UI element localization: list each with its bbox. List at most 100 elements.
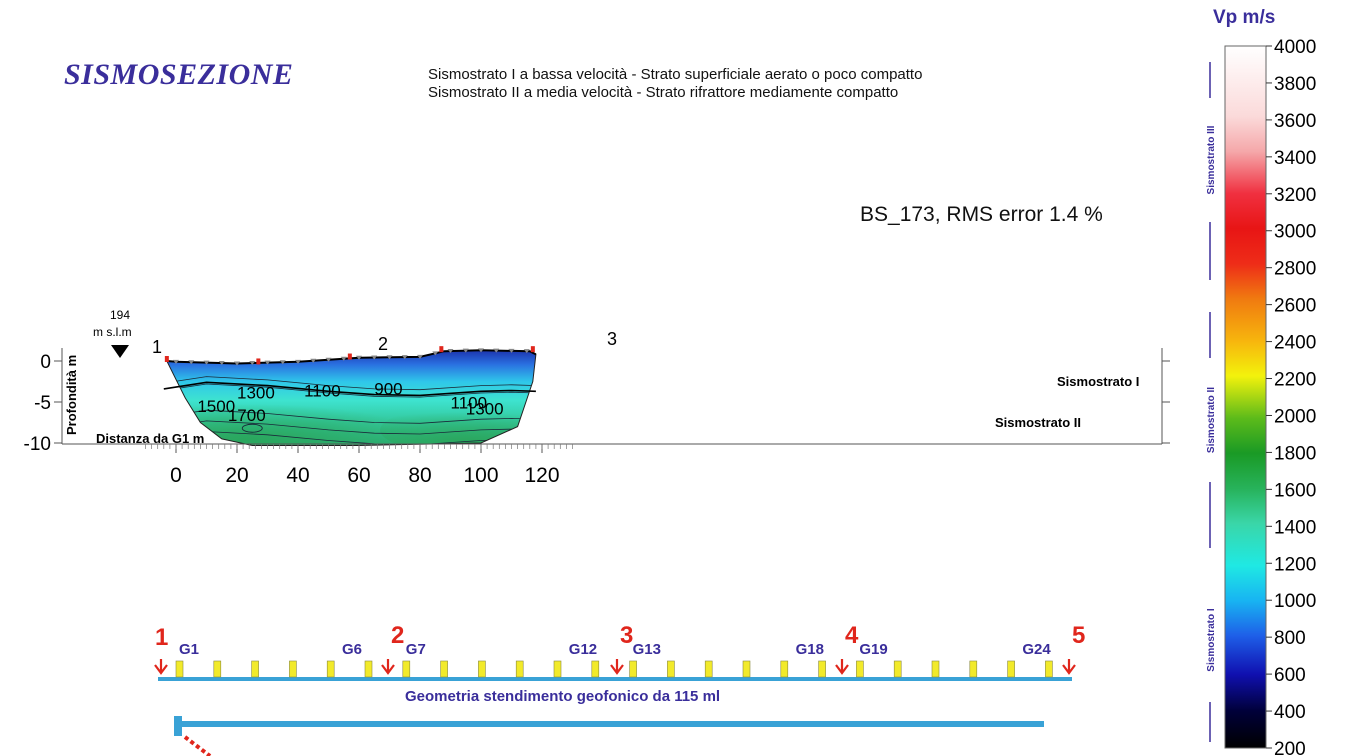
contour-label: 1300 [466, 399, 504, 418]
colorbar-tick-label: 3600 [1274, 111, 1316, 132]
colorbar-tick-label: 2000 [1274, 406, 1316, 427]
surface-shot-marker [347, 353, 352, 360]
surface-geophone-marker [523, 349, 530, 354]
geophone [704, 660, 713, 678]
geometry-shot-number: 1 [155, 624, 168, 651]
surface-shot-marker [530, 346, 535, 353]
colorbar-label: Vp m/s [1213, 7, 1275, 28]
geophone-label: G1 [179, 641, 199, 658]
colorbar-tick-label: 1800 [1274, 443, 1316, 464]
contour-line [166, 376, 536, 391]
colorbar-tick-label: 1600 [1274, 480, 1316, 501]
colorbar-tick-label: 3000 [1274, 222, 1316, 243]
section-shot-2: 2 [378, 334, 388, 354]
y-tick-label: -10 [24, 434, 51, 455]
geophone [629, 660, 637, 678]
contour-label: 1500 [197, 397, 235, 416]
geophone [893, 660, 902, 678]
contour-label: 1100 [304, 381, 341, 400]
legend-sismostrato-2: Sismostrato II a media velocità - Strato… [428, 84, 898, 101]
geophone-label: G18 [796, 641, 824, 658]
contour-label: 900 [374, 380, 402, 399]
x-tick-label: 0 [170, 464, 182, 487]
colorbar-tick-label: 3800 [1274, 74, 1316, 95]
rms-label: BS_173, RMS error 1.4 % [860, 203, 1103, 226]
colorbar-tick-label: 400 [1274, 702, 1306, 723]
geophone-label: G7 [406, 641, 426, 658]
surface-geophone-marker [279, 360, 286, 365]
surface-shot-marker [164, 356, 169, 362]
colorbar-tick-label: 2800 [1274, 259, 1316, 280]
colorbar: Vp m/s 4000 3800 3600 3400 3200 3000 2800 2600 2… [1206, 7, 1316, 756]
colorbar-tick-label: 800 [1274, 628, 1306, 649]
shot-arrow-icon [381, 659, 395, 675]
geophones [175, 660, 1053, 678]
colorbar-tick-label: 3400 [1274, 148, 1316, 169]
colorbar-tick-label: 2200 [1274, 370, 1316, 391]
legend-desc: - Strato superficiale aerato o poco comp… [631, 66, 923, 83]
geophone-label: G12 [569, 641, 597, 658]
surface-geophone-marker [218, 361, 225, 366]
shot-arrow-icon [610, 659, 624, 675]
geophone [213, 660, 222, 678]
layer-label-1: Sismostrato I [1057, 374, 1139, 389]
elevation-unit: m s.l.m [93, 325, 132, 339]
surface-geophone-marker [386, 355, 393, 360]
contour-line [166, 383, 536, 398]
surface-geophone-marker [325, 357, 332, 362]
x-tick-label: 120 [524, 464, 559, 487]
geophone [289, 660, 297, 678]
zone-label: Sismostrato III [1206, 125, 1217, 194]
surface-geophone-marker [447, 349, 454, 354]
colorbar-tick-label: 3200 [1274, 185, 1316, 206]
section-shot-3: 3 [607, 329, 617, 349]
geometry-shot-number: 3 [620, 622, 633, 649]
geophone [1007, 660, 1015, 678]
geophone [667, 660, 675, 678]
shot-arrow-icon [154, 659, 168, 675]
surface-geophone-marker [356, 355, 362, 360]
geophone [931, 660, 940, 678]
y-tick-label: -5 [34, 393, 51, 414]
surface-geophone-marker [340, 356, 347, 361]
geophone [818, 660, 826, 678]
geophone [478, 660, 486, 678]
geophone [742, 660, 751, 678]
surface-geophone-marker [493, 348, 500, 353]
geometry-diagram: G1 G6 G7 G12 G13 G18 G19 G24 1 2 3 4 5 Geometria st… [154, 622, 1085, 756]
x-tick-label: 100 [463, 464, 498, 487]
colorbar-tick-label: 600 [1274, 665, 1306, 686]
layer-label-2: Sismostrato II [995, 415, 1081, 430]
shot-arrow-icon [835, 659, 849, 675]
contour-label: 1100 [451, 394, 488, 413]
layer-boundary-line [163, 381, 536, 397]
colorbar-tick-label: 1200 [1274, 554, 1316, 575]
y-tick-label: 0 [40, 352, 51, 373]
velocity-field [166, 350, 536, 446]
geometry-shot-number: 5 [1072, 622, 1085, 649]
surface-geophone-marker [173, 359, 179, 364]
axes: 0 20 40 60 80 100 120 0 -5 -10 [24, 348, 1170, 487]
geophone [175, 660, 184, 678]
surface-geophone-marker [188, 360, 195, 365]
surface-geophone-marker [203, 360, 210, 365]
geophone [440, 660, 448, 678]
geophone-labels: G1 G6 G7 G12 G13 G18 G19 G24 [179, 641, 1051, 658]
colorbar-scale [1224, 45, 1267, 749]
surface-geophone-marker [432, 351, 439, 356]
surface-geophone-marker [462, 348, 469, 353]
colorbar-tick-label: 2400 [1274, 333, 1316, 354]
geophone [251, 660, 259, 678]
surface-geophone-marker [417, 354, 423, 359]
distance-label: Distanza da G1 m [96, 431, 204, 446]
contour-closed-line [241, 423, 263, 433]
surface-geophone-marker [234, 361, 240, 366]
shot-arrow-icon [1062, 659, 1076, 675]
legend-name: Sismostrato II a media velocità [428, 84, 633, 101]
page-title: SISMOSEZIONE [64, 58, 294, 91]
surface-geophone-marker [401, 355, 408, 360]
elevation-marker-icon [111, 345, 129, 358]
contour-line [166, 409, 536, 424]
colorbar-tick-label: 2600 [1274, 296, 1316, 317]
